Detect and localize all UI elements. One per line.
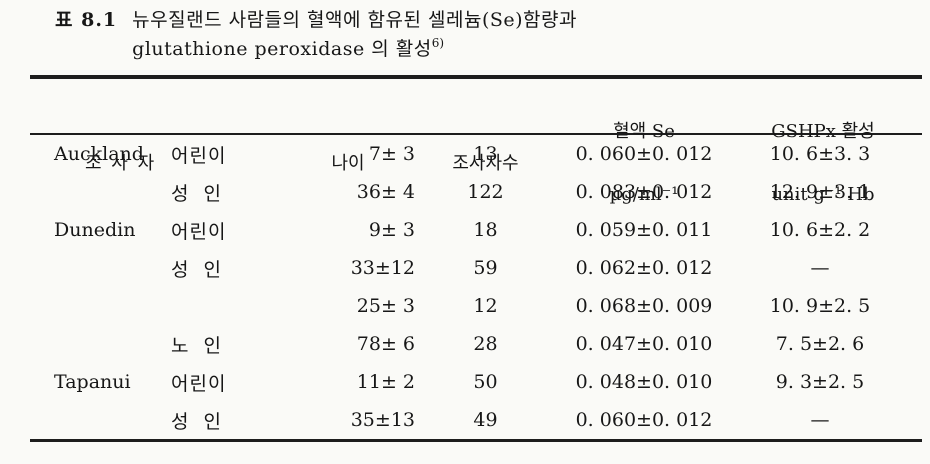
cell-count: 122 xyxy=(467,181,504,203)
caption-text: 뉴우질랜드 사람들의 혈액에 함유된 셀레늄(Se)함량과 glutathion… xyxy=(132,6,577,64)
table-row: 성 인 33±12 59 0. 062±0. 012 — xyxy=(30,249,922,287)
cell-gshpx: — xyxy=(810,409,830,431)
caption-line-2: glutathione peroxidase 의 활성6) xyxy=(132,35,577,64)
cell-count: 49 xyxy=(473,409,498,431)
header-age: 나이 xyxy=(331,152,365,174)
header-subject: 조 사 자 xyxy=(85,152,157,174)
header-count: 조사자수 xyxy=(452,152,519,174)
cell-gshpx: — xyxy=(810,257,830,279)
cell-blood-se: 0. 059±0. 011 xyxy=(575,219,713,241)
table-row: Dunedin 어린이 9± 3 18 0. 059±0. 011 10. 6±… xyxy=(30,211,922,249)
table-body: Auckland 어린이 7± 3 13 0. 060±0. 012 10. 6… xyxy=(30,135,922,439)
cell-group: 어린이 xyxy=(171,220,227,243)
cell-age: 25± 3 xyxy=(356,295,415,317)
table-caption: 표 8.1 뉴우질랜드 사람들의 혈액에 함유된 셀레늄(Se)함량과 glut… xyxy=(55,6,577,64)
cell-age: 33±12 xyxy=(350,257,415,279)
cell-gshpx: 10. 6±2. 2 xyxy=(769,219,871,241)
cell-location: Auckland xyxy=(54,143,144,165)
table-row: Auckland 어린이 7± 3 13 0. 060±0. 012 10. 6… xyxy=(30,135,922,173)
cell-count: 18 xyxy=(473,219,498,241)
header-blood-se: 혈액 Se µg/ml⁻¹ xyxy=(548,79,758,247)
cell-group: 노 인 xyxy=(171,334,223,357)
header-gshpx-title: GSHPx 활성 xyxy=(771,121,875,142)
cell-age: 35±13 xyxy=(350,409,415,431)
cell-gshpx: 10. 9±2. 5 xyxy=(769,295,871,317)
cell-gshpx: 12. 9±3. 1 xyxy=(769,181,871,203)
table-row: 성 인 36± 4 122 0. 083±0. 012 12. 9±3. 1 xyxy=(30,173,922,211)
cell-gshpx: 7. 5±2. 6 xyxy=(775,333,865,355)
cell-location: Dunedin xyxy=(54,219,136,241)
footnote-ref: 6) xyxy=(431,36,445,50)
table-row: 노 인 78± 6 28 0. 047±0. 010 7. 5±2. 6 xyxy=(30,325,922,363)
header-blood-se-unit: µg/ml⁻¹ xyxy=(609,184,679,205)
cell-blood-se: 0. 048±0. 010 xyxy=(575,371,713,393)
cell-age: 7± 3 xyxy=(368,143,415,165)
header-blood-se-title: 혈액 Se xyxy=(613,121,675,142)
cell-group: 성 인 xyxy=(171,410,223,433)
cell-blood-se: 0. 068±0. 009 xyxy=(575,295,713,317)
cell-blood-se: 0. 060±0. 012 xyxy=(575,409,713,431)
cell-blood-se: 0. 047±0. 010 xyxy=(575,333,713,355)
cell-count: 12 xyxy=(473,295,498,317)
cell-group: 어린이 xyxy=(171,144,227,167)
cell-gshpx: 10. 6±3. 3 xyxy=(769,143,871,165)
cell-group: 어린이 xyxy=(171,372,227,395)
cell-blood-se: 0. 062±0. 012 xyxy=(575,257,713,279)
cell-count: 50 xyxy=(473,371,498,393)
cell-blood-se: 0. 083±0. 012 xyxy=(575,181,713,203)
cell-age: 36± 4 xyxy=(356,181,415,203)
cell-age: 9± 3 xyxy=(368,219,415,241)
cell-count: 59 xyxy=(473,257,498,279)
header-gshpx: GSHPx 활성 unit g⁻¹ Hb xyxy=(758,79,922,247)
caption-line-1: 뉴우질랜드 사람들의 혈액에 함유된 셀레늄(Se)함량과 xyxy=(132,9,577,31)
table-number: 표 8.1 xyxy=(55,9,118,31)
cell-location: Tapanui xyxy=(54,371,131,393)
data-table: 조 사 자 나이 조사자수 혈액 Se µg/ml⁻¹ GSHPx 활성 uni… xyxy=(30,75,922,442)
cell-age: 78± 6 xyxy=(356,333,415,355)
table-header-row: 조 사 자 나이 조사자수 혈액 Se µg/ml⁻¹ GSHPx 활성 uni… xyxy=(30,79,922,205)
cell-group: 성 인 xyxy=(171,182,223,205)
cell-count: 13 xyxy=(473,143,498,165)
table-row: 25± 3 12 0. 068±0. 009 10. 9±2. 5 xyxy=(30,287,922,325)
header-gshpx-unit: unit g⁻¹ Hb xyxy=(771,184,875,205)
table-row: Tapanui 어린이 11± 2 50 0. 048±0. 010 9. 3±… xyxy=(30,363,922,401)
caption-line-2-text: glutathione peroxidase 의 활성 xyxy=(132,38,432,60)
cell-group: 성 인 xyxy=(171,258,223,281)
table-row: 성 인 35±13 49 0. 060±0. 012 — xyxy=(30,401,922,439)
cell-age: 11± 2 xyxy=(356,371,415,393)
cell-count: 28 xyxy=(473,333,498,355)
cell-blood-se: 0. 060±0. 012 xyxy=(575,143,713,165)
cell-gshpx: 9. 3±2. 5 xyxy=(775,371,865,393)
